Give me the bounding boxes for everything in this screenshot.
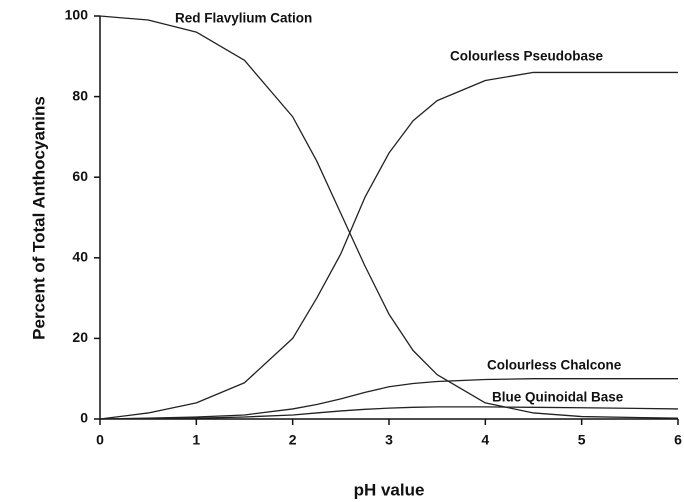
- x-tick-label: 6: [674, 432, 682, 448]
- x-axis-title: pH value: [354, 480, 425, 499]
- y-tick-label: 60: [72, 168, 88, 184]
- y-tick-label: 100: [65, 7, 89, 23]
- series-label: Colourless Chalcone: [487, 358, 622, 373]
- x-tick-label: 4: [481, 432, 489, 448]
- series-line: [99, 406, 679, 420]
- series-label: Blue Quinoidal Base: [492, 390, 624, 405]
- y-tick-label: 20: [72, 329, 88, 345]
- y-tick-label: 0: [80, 410, 88, 426]
- x-tick-label: 5: [578, 432, 586, 448]
- series-label: Red Flavylium Cation: [175, 11, 312, 26]
- y-tick-label: 40: [72, 249, 88, 265]
- x-tick-label: 1: [192, 432, 200, 448]
- series-line: [99, 71, 678, 420]
- y-axis-title: Percent of Total Anthocyanins: [29, 96, 48, 340]
- series-label: Colourless Pseudobase: [450, 49, 604, 64]
- series-line: [99, 15, 679, 419]
- x-tick-label: 3: [385, 432, 393, 448]
- series-line: [99, 378, 678, 420]
- x-tick-label: 0: [96, 432, 104, 448]
- y-tick-label: 80: [72, 87, 88, 103]
- x-tick-label: 2: [289, 432, 297, 448]
